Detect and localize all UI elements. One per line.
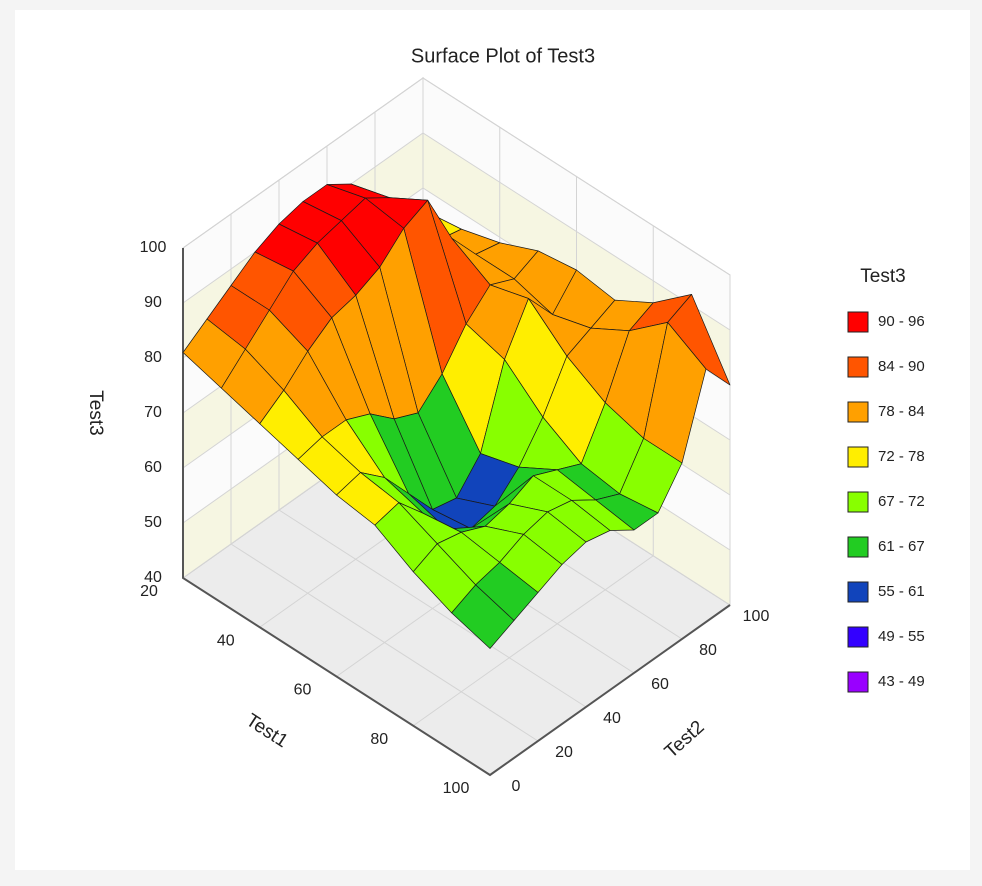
y-tick-label: 40 (603, 710, 621, 727)
legend-swatch (847, 401, 869, 423)
y-tick-label: 80 (699, 642, 717, 659)
y-tick-label: 100 (743, 608, 770, 625)
z-tick-label: 60 (144, 459, 162, 476)
x-tick-label: 80 (370, 731, 388, 748)
z-axis-title: Test3 (85, 390, 106, 435)
axis-line (182, 248, 731, 777)
legend-label: 84 - 90 (878, 358, 925, 375)
legend-label: 43 - 49 (878, 673, 925, 690)
legend-swatch (847, 356, 869, 378)
surface-cell (451, 584, 515, 649)
x-tick-label: 60 (294, 682, 312, 699)
legend-label: 55 - 61 (878, 583, 925, 600)
legend-swatch (847, 491, 869, 513)
legend-swatch (847, 446, 869, 468)
z-tick-label: 100 (140, 239, 167, 256)
legend-swatch (847, 671, 869, 693)
z-tick-label: 50 (144, 514, 162, 531)
legend-swatch (847, 311, 869, 333)
legend-swatch (847, 626, 869, 648)
legend-label: 61 - 67 (878, 538, 925, 555)
y-tick-label: 20 (555, 744, 573, 761)
y-tick-label: 0 (512, 778, 521, 795)
legend-label: 90 - 96 (878, 313, 925, 330)
z-tick-label: 80 (144, 349, 162, 366)
legend-label: 72 - 78 (878, 448, 925, 465)
z-tick-label: 90 (144, 294, 162, 311)
legend-label: 78 - 84 (878, 403, 925, 420)
x-tick-label: 40 (217, 632, 235, 649)
legend-label: 67 - 72 (878, 493, 925, 510)
legend-title: Test3 (860, 266, 905, 287)
legend-label: 49 - 55 (878, 628, 925, 645)
x-tick-label: 100 (443, 780, 470, 797)
legend-swatch (847, 581, 869, 603)
legend-swatch (847, 536, 869, 558)
y-tick-label: 60 (651, 676, 669, 693)
x-tick-label: 20 (140, 583, 158, 600)
z-tick-label: 70 (144, 404, 162, 421)
z-tick-label: 40 (144, 569, 162, 586)
chart-title: Surface Plot of Test3 (411, 45, 595, 67)
